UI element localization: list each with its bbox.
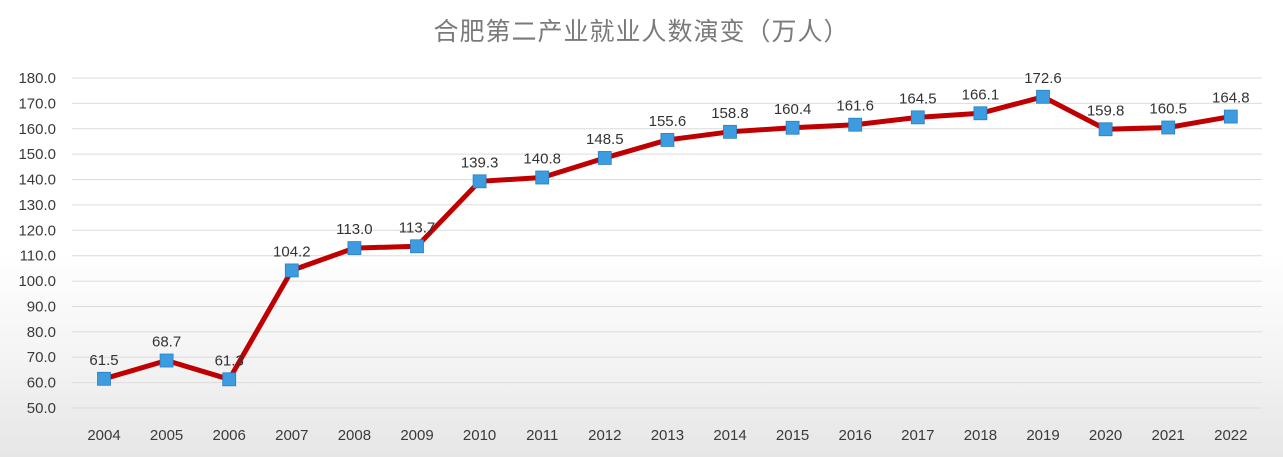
data-label: 61.3 — [215, 352, 244, 369]
data-point-marker — [222, 372, 237, 387]
x-tick-label: 2007 — [275, 427, 308, 444]
data-label: 158.8 — [711, 105, 749, 122]
data-label: 148.5 — [586, 131, 624, 148]
data-label: 164.8 — [1212, 90, 1250, 107]
y-tick-label: 70.0 — [27, 349, 56, 366]
data-label: 161.6 — [836, 98, 874, 115]
data-point-marker — [97, 371, 111, 386]
data-point-marker — [410, 239, 424, 254]
data-label: 113.0 — [336, 221, 372, 238]
data-point-marker — [284, 263, 299, 278]
chart-title: 合肥第二产业就业人数演变（万人） — [433, 17, 850, 46]
data-label: 68.7 — [152, 334, 181, 351]
gridlines — [72, 77, 1262, 409]
x-tick-label: 2018 — [964, 427, 997, 444]
data-label: 61.5 — [89, 352, 118, 369]
x-tick-label: 2008 — [338, 427, 371, 444]
x-tick-label: 2013 — [651, 427, 684, 444]
data-point-marker — [1223, 109, 1238, 124]
data-point-marker — [597, 151, 612, 165]
data-point-marker — [1036, 89, 1050, 104]
y-tick-label: 110.0 — [20, 248, 56, 265]
data-point-marker — [973, 106, 988, 121]
x-tick-label: 2004 — [87, 427, 120, 444]
y-tick-label: 170.0 — [18, 95, 56, 112]
data-point-marker — [723, 124, 737, 139]
x-tick-label: 2021 — [1152, 427, 1185, 444]
y-tick-label: 80.0 — [27, 324, 56, 341]
y-tick-label: 160.0 — [18, 121, 56, 138]
data-label: 104.2 — [273, 243, 311, 260]
y-axis-ticks: 50.0 60.0 70.0 80.0 90.0 100.0 110.0 120.0 130.0… — [18, 70, 56, 417]
data-point-marker — [347, 241, 362, 255]
data-label: 172.6 — [1024, 70, 1062, 87]
x-tick-label: 2015 — [776, 427, 809, 444]
data-label: 140.8 — [523, 151, 561, 168]
x-tick-label: 2017 — [901, 427, 934, 444]
data-label: 160.4 — [774, 101, 812, 118]
data-point-marker — [1098, 122, 1113, 137]
x-tick-label: 2019 — [1026, 427, 1059, 444]
x-tick-label: 2020 — [1089, 427, 1122, 444]
data-point-marker — [535, 170, 550, 185]
y-tick-label: 180.0 — [18, 70, 56, 87]
data-label: 139.3 — [461, 154, 499, 171]
x-tick-label: 2014 — [713, 427, 746, 444]
data-label: 155.6 — [649, 113, 687, 130]
data-point-marker — [785, 120, 800, 135]
y-tick-label: 140.0 — [18, 172, 56, 189]
data-point-marker — [1161, 120, 1176, 135]
data-label: 164.5 — [899, 90, 937, 107]
data-label: 160.5 — [1149, 101, 1187, 118]
x-tick-label: 2006 — [213, 427, 246, 444]
x-tick-label: 2005 — [150, 427, 183, 444]
x-tick-label: 2011 — [526, 427, 558, 444]
y-tick-label: 50.0 — [27, 400, 56, 417]
data-label: 166.1 — [962, 86, 1000, 103]
data-label: 113.7 — [399, 219, 435, 236]
y-tick-label: 100.0 — [18, 273, 56, 290]
data-point-marker — [159, 353, 174, 368]
y-tick-label: 130.0 — [18, 197, 56, 214]
data-labels: 61.5 68.7 61.3 104.2 113.0 113.7 139.3 140.8 148… — [89, 70, 1249, 370]
x-tick-label: 2016 — [839, 427, 872, 444]
x-tick-label: 2010 — [463, 427, 496, 444]
y-tick-label: 90.0 — [27, 298, 56, 315]
data-label: 159.8 — [1087, 102, 1125, 119]
x-tick-label: 2022 — [1214, 427, 1247, 444]
x-tick-label: 2012 — [588, 427, 621, 444]
data-point-marker — [910, 110, 925, 125]
y-tick-label: 150.0 — [18, 146, 56, 163]
data-point-marker — [848, 117, 863, 132]
y-tick-label: 60.0 — [27, 375, 56, 392]
data-point-marker — [660, 133, 675, 147]
y-tick-label: 120.0 — [18, 222, 56, 239]
x-tick-label: 2009 — [400, 427, 433, 444]
x-axis-ticks: 2004 2005 2006 2007 2008 2009 2010 2011 2012 2013… — [87, 427, 1247, 444]
data-point-marker — [472, 174, 487, 189]
series-markers — [97, 89, 1238, 387]
